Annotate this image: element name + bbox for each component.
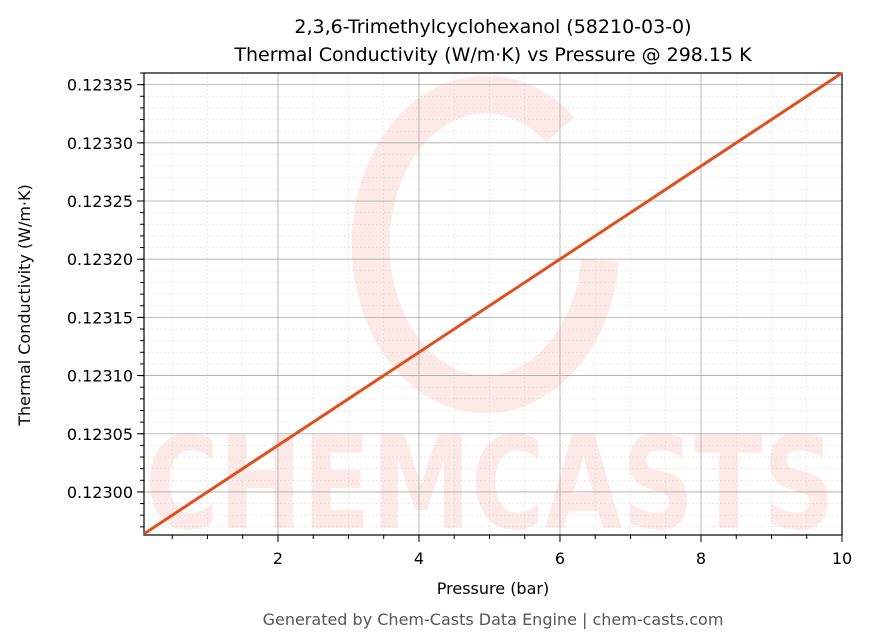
watermark-logo-arc [351,75,619,414]
x-tick-label: 2 [273,549,283,568]
x-tick-label: 10 [832,549,852,568]
x-tick-label: 4 [414,549,424,568]
plot-frame [143,72,843,536]
y-tick-label: 0.12310 [67,367,133,386]
series-line [143,71,843,536]
x-tick-label: 6 [555,549,565,568]
x-tick-label: 8 [696,549,706,568]
x-axis-label: Pressure (bar) [437,579,549,598]
chart-title-line1: 2,3,6-Trimethylcyclohexanol (58210-03-0) [294,16,691,38]
y-tick-label: 0.12315 [67,308,133,327]
y-tick-label: 0.12305 [67,425,133,444]
y-axis-label: Thermal Conductivity (W/m·K) [15,184,34,427]
y-tick-label: 0.12300 [67,483,133,502]
watermark-text: CHEMCASTS [145,410,835,559]
y-tick-label: 0.12330 [67,134,133,153]
y-tick-label: 0.12320 [67,250,133,269]
chart-title-line2: Thermal Conductivity (W/m·K) vs Pressure… [233,44,752,66]
footer-credit: Generated by Chem-Casts Data Engine | ch… [263,610,724,629]
watermark: CHEMCASTS [145,75,835,559]
y-tick-label: 0.12335 [67,76,133,95]
y-tick-label: 0.12325 [67,192,133,211]
